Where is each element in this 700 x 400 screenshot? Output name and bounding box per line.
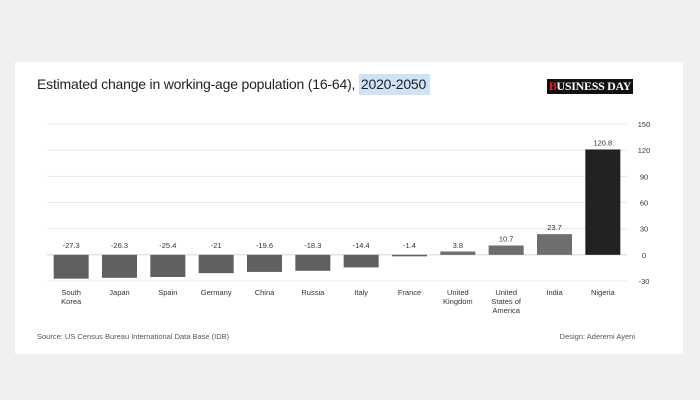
y-tick-label: 120 <box>638 146 651 155</box>
y-tick-label: 150 <box>638 120 651 129</box>
x-tick-label-line: India <box>546 288 563 297</box>
data-label: -1.4 <box>403 241 416 250</box>
x-tick-label: Italy <box>354 288 368 297</box>
data-label: -27.3 <box>63 241 80 250</box>
bar <box>53 254 89 279</box>
bar <box>585 149 621 255</box>
data-label: 10.7 <box>499 235 514 244</box>
chart-card: Estimated change in working-age populati… <box>15 62 683 354</box>
chart-title: Estimated change in working-age populati… <box>37 74 431 95</box>
chart-title-main: Estimated change in working-age populati… <box>37 76 359 92</box>
bar <box>102 254 137 278</box>
y-tick-label: 60 <box>640 199 648 208</box>
x-tick-label-line: Italy <box>354 288 368 297</box>
data-label: -25.4 <box>159 241 176 250</box>
data-label: 23.7 <box>547 223 562 232</box>
x-tick-label-line: South <box>61 288 81 297</box>
bar-chart: -30 0 30 60 90 120 150 -27.3 South Korea -26.3 Japa… <box>47 120 651 315</box>
bar <box>247 254 282 272</box>
data-label: 120.8 <box>593 138 612 147</box>
x-tick-label-line: Korea <box>61 297 82 306</box>
chart-title-years: 2020-2050 <box>358 74 431 95</box>
data-label: -18.3 <box>304 241 321 250</box>
x-tick-label-line: France <box>398 288 421 297</box>
bar <box>440 251 476 255</box>
x-tick-label: United States of America <box>491 288 522 315</box>
x-tick-label-line: Germany <box>201 288 232 297</box>
bar <box>150 254 186 277</box>
x-tick-label: Japan <box>109 288 129 297</box>
x-tick-label: Spain <box>158 288 177 297</box>
bar <box>488 245 524 255</box>
x-tick-label: South Korea <box>61 288 82 306</box>
x-tick-label-line: Kingdom <box>443 297 473 306</box>
bar <box>537 234 572 255</box>
x-tick-label: China <box>255 288 275 297</box>
data-label: -14.4 <box>353 241 370 250</box>
x-tick-label-line: America <box>492 306 520 315</box>
x-tick-label-line: States of <box>491 297 522 306</box>
businessday-logo: BUSINESS DAY <box>547 79 633 94</box>
x-tick-label: Germany <box>201 288 232 297</box>
y-tick-label: 30 <box>640 225 648 234</box>
source-note: Source: US Census Bureau International D… <box>37 332 230 341</box>
bar <box>392 254 427 257</box>
data-label: -21 <box>211 241 222 250</box>
y-tick-label: 90 <box>640 172 648 181</box>
design-credit: Design: Aderemi Ayeni <box>559 332 635 341</box>
x-tick-label-line: Spain <box>158 288 177 297</box>
logo-letter: B <box>548 79 557 93</box>
y-tick-label: 0 <box>642 251 646 260</box>
data-label: -19.6 <box>256 241 273 250</box>
x-tick-label-line: Russia <box>301 288 325 297</box>
y-tick-label: -30 <box>639 277 650 286</box>
x-tick-label-line: United <box>447 288 469 297</box>
x-tick-label: France <box>398 288 421 297</box>
bar <box>343 254 379 268</box>
x-tick-label-line: Nigeria <box>591 288 616 297</box>
data-label: 3.8 <box>453 241 463 250</box>
data-label: -26.3 <box>111 241 128 250</box>
bar <box>295 254 331 271</box>
x-tick-label-line: China <box>255 288 275 297</box>
bar <box>198 254 234 274</box>
x-tick-label: India <box>546 288 563 297</box>
x-tick-label: United Kingdom <box>443 288 473 306</box>
x-tick-label: Nigeria <box>591 288 616 297</box>
x-tick-label-line: United <box>495 288 517 297</box>
x-tick-label-line: Japan <box>109 288 129 297</box>
logo-text: USINESS DAY <box>556 79 632 93</box>
x-tick-label: Russia <box>301 288 325 297</box>
